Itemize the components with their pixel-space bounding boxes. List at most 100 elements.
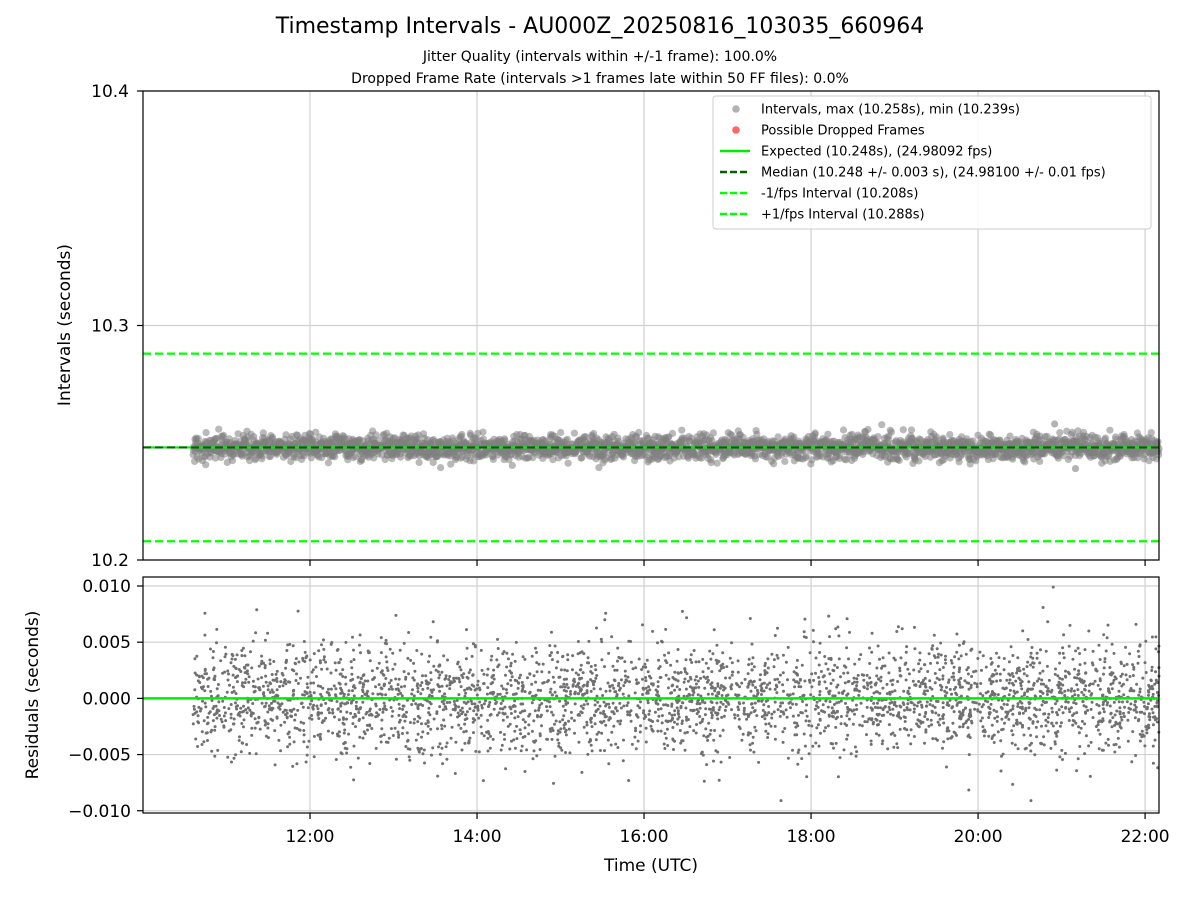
residual-point xyxy=(715,643,719,647)
residual-point xyxy=(389,727,393,731)
residual-point xyxy=(416,732,420,736)
legend-label: Possible Dropped Frames xyxy=(761,124,925,139)
residual-point xyxy=(270,673,274,676)
residual-point xyxy=(281,684,285,688)
residual-point xyxy=(382,673,386,677)
residual-point xyxy=(853,745,857,749)
residual-point xyxy=(264,701,268,705)
residual-point xyxy=(618,701,622,705)
residual-point xyxy=(488,713,492,717)
residual-point xyxy=(377,661,381,665)
residual-point xyxy=(844,701,847,705)
residual-point xyxy=(585,723,589,727)
residual-point xyxy=(742,706,746,710)
residual-point xyxy=(781,701,785,705)
residual-point xyxy=(206,685,210,688)
residual-point xyxy=(463,688,467,692)
residual-point xyxy=(699,676,703,680)
residual-point xyxy=(1064,669,1067,673)
residual-point xyxy=(288,735,292,739)
residual-point xyxy=(1046,716,1050,720)
residual-point xyxy=(666,744,670,747)
residual-point xyxy=(877,733,881,737)
residual-point xyxy=(206,715,210,719)
residual-point xyxy=(412,661,416,665)
residual-point xyxy=(701,657,705,661)
residual-point xyxy=(959,676,963,680)
residual-point xyxy=(1128,652,1132,656)
residual-point xyxy=(426,724,430,728)
residual-point xyxy=(234,701,237,705)
residual-point xyxy=(787,701,791,705)
residual-point xyxy=(580,711,584,715)
residual-point xyxy=(804,636,808,639)
residual-point xyxy=(975,685,979,689)
residual-point xyxy=(683,677,687,681)
residual-point xyxy=(764,722,768,726)
residual-point xyxy=(263,638,267,642)
residual-point xyxy=(802,732,806,736)
residual-point xyxy=(436,774,440,778)
residual-point xyxy=(608,689,612,693)
residual-point xyxy=(791,692,795,696)
residual-point xyxy=(1087,629,1091,633)
residual-point xyxy=(566,686,570,690)
residual-point xyxy=(615,694,619,698)
residual-point xyxy=(1149,678,1153,682)
residual-point xyxy=(805,703,809,707)
residual-point xyxy=(1017,676,1021,680)
residual-point xyxy=(445,741,449,745)
residual-point xyxy=(402,704,406,708)
residual-point xyxy=(886,747,890,751)
residual-point xyxy=(839,715,843,718)
residual-point xyxy=(1150,707,1154,711)
residual-point xyxy=(1073,693,1077,697)
residual-point xyxy=(979,682,983,685)
residual-point xyxy=(535,670,539,674)
residual-point xyxy=(852,676,856,680)
residual-point xyxy=(828,635,831,639)
residual-point xyxy=(1138,710,1142,714)
residual-point xyxy=(1138,739,1142,743)
residual-point xyxy=(192,707,196,711)
residual-point xyxy=(644,740,648,744)
residual-point xyxy=(444,674,448,678)
residual-point xyxy=(412,721,416,725)
residual-point xyxy=(397,702,401,706)
residual-point xyxy=(1044,724,1048,728)
residual-point xyxy=(717,660,721,663)
residual-point xyxy=(563,685,567,689)
residual-point xyxy=(1153,718,1157,722)
residual-point xyxy=(574,671,578,675)
residual-point xyxy=(1154,647,1158,651)
residual-point xyxy=(1024,709,1027,713)
residual-point xyxy=(760,693,763,696)
residual-point xyxy=(482,702,486,706)
residual-point xyxy=(578,668,582,672)
residual-point xyxy=(1007,693,1011,697)
residual-point xyxy=(814,656,818,660)
residual-point xyxy=(695,712,699,716)
residual-point xyxy=(766,732,770,736)
residual-point xyxy=(262,691,266,695)
residual-point xyxy=(566,653,570,657)
residual-point xyxy=(750,662,754,666)
residual-point xyxy=(471,673,475,677)
residual-point xyxy=(459,726,463,730)
residual-point xyxy=(766,736,770,739)
residual-point xyxy=(568,751,572,755)
residual-point xyxy=(800,711,804,715)
residual-point xyxy=(200,743,204,746)
residual-point xyxy=(302,721,306,725)
residual-point xyxy=(1080,719,1084,723)
residual-point xyxy=(819,670,823,673)
residual-point xyxy=(296,682,300,685)
residual-point xyxy=(653,710,657,714)
residual-point xyxy=(534,693,538,697)
residual-point xyxy=(663,747,667,750)
residual-point xyxy=(945,691,949,695)
residual-point xyxy=(1093,679,1097,683)
residual-point xyxy=(350,666,354,670)
residual-point xyxy=(751,683,755,687)
residual-point xyxy=(222,724,226,728)
